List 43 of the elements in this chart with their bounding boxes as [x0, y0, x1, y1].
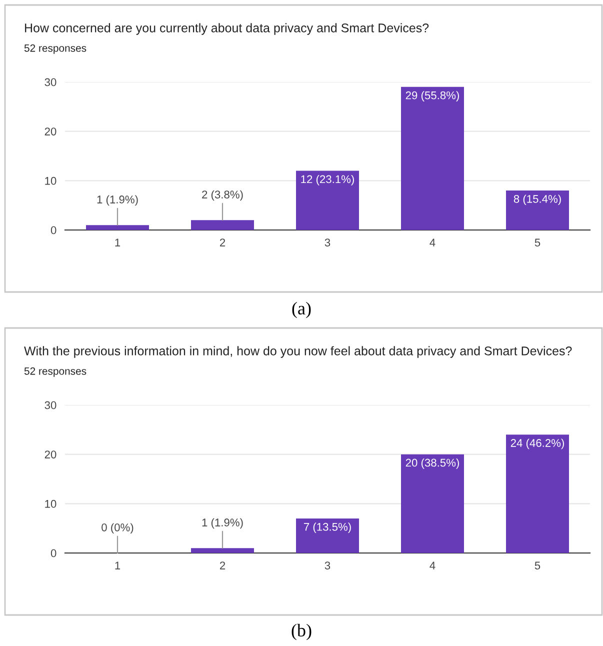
bar	[296, 518, 359, 553]
data-label: 7 (13.5%)	[304, 522, 351, 533]
bar	[191, 548, 254, 553]
chart-title: With the previous information in mind, how do you now feel about data privacy and Smart Devices?	[24, 346, 572, 358]
text: (b)	[292, 624, 312, 640]
x-tick-label: 2	[220, 562, 226, 570]
x-tick-label: 3	[324, 562, 330, 570]
bar	[401, 454, 464, 553]
data-label: 20 (38.5%)	[406, 458, 459, 469]
chart-subtitle: 52 responses	[24, 44, 86, 54]
bar	[86, 225, 149, 230]
data-label: 8 (15.4%)	[514, 194, 561, 206]
y-tick-label: 10	[45, 176, 56, 185]
data-label: 12 (23.1%)	[301, 174, 354, 186]
y-tick-label: 20	[44, 128, 56, 136]
bar	[506, 190, 569, 230]
x-tick-label: 4	[430, 562, 436, 570]
x-tick-label: 4	[430, 238, 436, 246]
bar	[401, 86, 464, 230]
bar	[296, 170, 359, 230]
data-label: 29 (55.8%)	[406, 91, 459, 102]
bar	[191, 220, 254, 230]
text: (a)	[292, 302, 311, 318]
y-tick-label: 0	[50, 549, 56, 558]
bar	[506, 434, 569, 553]
y-tick-label: 0	[50, 226, 56, 234]
data-label: 2 (3.8%)	[202, 190, 243, 201]
chart-subtitle: 52 responses	[24, 367, 86, 377]
y-tick-label: 20	[44, 450, 56, 458]
x-tick-label: 3	[324, 238, 330, 246]
data-label: 0 (0%)	[102, 523, 134, 534]
data-label: 24 (46.2%)	[510, 438, 564, 450]
chart-title: How concerned are you currently about data privacy and Smart Devices?	[25, 23, 429, 35]
x-tick-label: 1	[115, 238, 120, 246]
y-tick-label: 30	[44, 78, 56, 86]
data-label: 1 (1.9%)	[97, 195, 138, 206]
x-tick-label: 5	[534, 562, 540, 570]
data-label: 1 (1.9%)	[202, 518, 243, 529]
x-tick-label: 2	[220, 238, 226, 246]
y-tick-label: 10	[45, 500, 56, 508]
y-tick-label: 30	[44, 401, 56, 410]
x-tick-label: 1	[115, 562, 120, 570]
x-tick-label: 5	[534, 238, 540, 246]
